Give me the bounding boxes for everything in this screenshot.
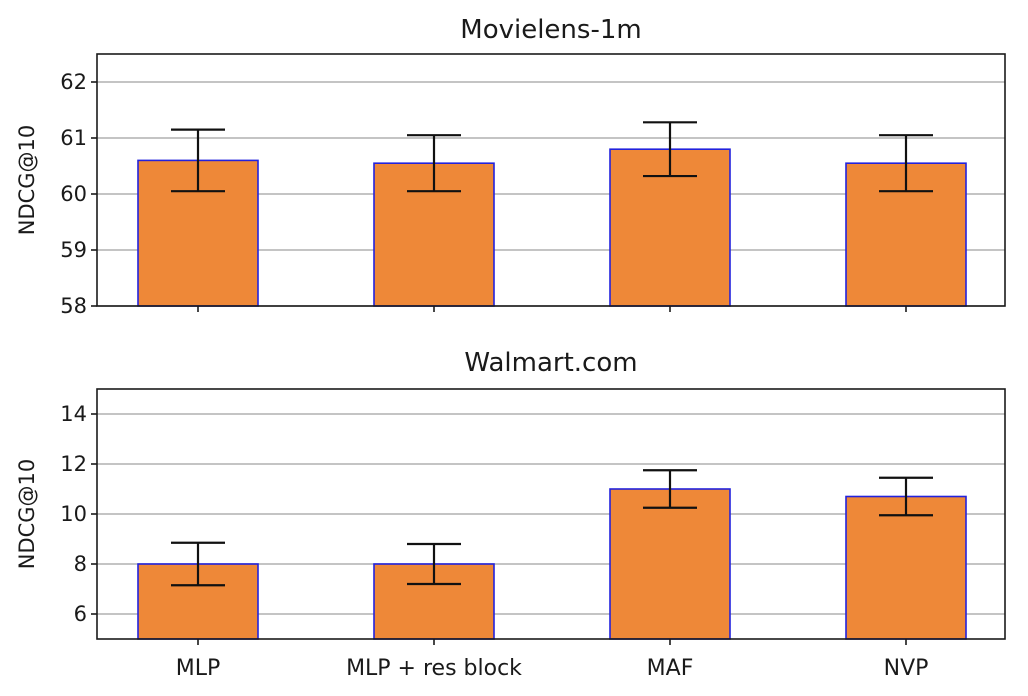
chart-movielens: 58 59 60 61 62 Movielens-1m NDCG@10 [15, 15, 1006, 318]
y-tick-label: 12 [60, 452, 87, 476]
x-tick-label: NVP [884, 656, 929, 681]
error-bar [171, 128, 225, 193]
y-tick-label: 14 [60, 402, 87, 426]
error-bar [879, 476, 933, 517]
bar-maf [609, 488, 731, 640]
y-tick-label: 60 [60, 182, 87, 206]
chart-title: Movielens-1m [460, 15, 641, 45]
error-bar [171, 541, 225, 587]
plot-frame [96, 53, 1006, 307]
error-bar [407, 134, 461, 193]
y-tick-label: 8 [74, 552, 87, 576]
x-tick-label: MAF [647, 656, 694, 681]
chart-walmart: 6 8 10 12 14 MLP MLP + res block MAF NVP Walmart.… [15, 348, 1006, 681]
x-tick-label: MLP [176, 656, 221, 681]
error-bar [643, 121, 697, 178]
y-axis-label: NDCG@10 [15, 125, 39, 236]
y-axis-label: NDCG@10 [15, 459, 39, 570]
y-tick-label: 58 [60, 294, 87, 318]
y-tick-label: 59 [60, 238, 87, 262]
y-tick-label: 10 [60, 502, 87, 526]
x-tick-label: MLP + res block [346, 656, 522, 681]
error-bar [643, 469, 697, 509]
chart-title: Walmart.com [464, 348, 637, 378]
y-tick-label: 62 [60, 70, 87, 94]
error-bar [879, 134, 933, 193]
y-tick-label: 6 [74, 602, 87, 626]
y-tick-label: 61 [60, 126, 87, 150]
bar-nvp [845, 495, 967, 640]
error-bar [407, 542, 461, 586]
